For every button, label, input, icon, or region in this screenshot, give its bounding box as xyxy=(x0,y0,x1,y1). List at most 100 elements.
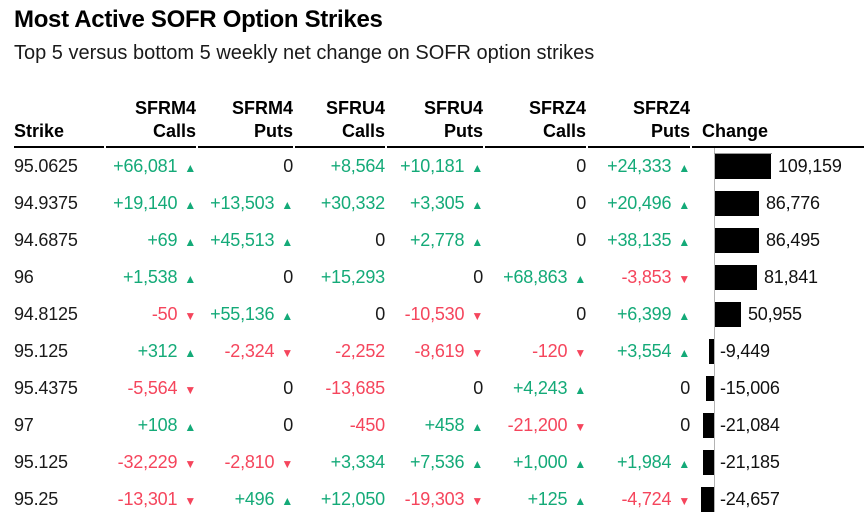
change-bar xyxy=(714,191,759,216)
change-label: -21,084 xyxy=(720,415,780,435)
value-text: +20,496 xyxy=(607,193,672,213)
value-cell-sfru4-calls: +15,293 xyxy=(295,259,385,298)
up-arrow-icon: ▲ xyxy=(574,457,586,471)
value-text: 0 xyxy=(576,193,586,213)
col-header-label: Puts xyxy=(443,121,483,141)
table-row: 94.8125 -50 ▼ +55,136 ▲ 0 -10,530 ▼ 0 +6,399 ▲ 50,9… xyxy=(0,296,864,333)
value-text: 0 xyxy=(375,230,385,250)
col-header-contract: SFRM4 xyxy=(134,98,196,118)
col-header-contract: SFRM4 xyxy=(231,98,293,118)
value-text: +45,513 xyxy=(210,230,275,250)
col-header-change: Change xyxy=(692,92,864,148)
value-text: -450 xyxy=(349,415,385,435)
value-text: +4,243 xyxy=(512,378,568,398)
up-arrow-icon: ▲ xyxy=(184,420,196,434)
value-text: -5,564 xyxy=(127,378,178,398)
value-text: +3,334 xyxy=(330,452,386,472)
down-arrow-icon: ▼ xyxy=(184,457,196,471)
up-arrow-icon: ▲ xyxy=(471,198,483,212)
value-text: +10,181 xyxy=(400,156,465,176)
value-text: -50 xyxy=(151,304,178,324)
strikes-table: Strike SFRM4 Calls SFRM4 Puts SFRU4 Calls SFRU4… xyxy=(0,92,864,516)
value-text: -8,619 xyxy=(414,341,465,361)
value-cell-sfru4-calls: 0 xyxy=(295,222,385,261)
down-arrow-icon: ▼ xyxy=(471,346,483,360)
col-header-label: Puts xyxy=(650,121,690,141)
value-text: -2,324 xyxy=(224,341,275,361)
value-text: +1,984 xyxy=(616,452,672,472)
change-cell: -21,185 xyxy=(692,444,864,483)
value-cell-sfrz4-calls: 0 xyxy=(485,296,586,335)
value-text: +30,332 xyxy=(320,193,385,213)
change-bar xyxy=(703,413,714,438)
value-cell-sfrz4-puts: -4,724 ▼ xyxy=(588,481,690,516)
value-text: +19,140 xyxy=(113,193,178,213)
table-body: 95.0625 +66,081 ▲ 0 +8,564 +10,181 ▲ 0 +24,333 ▲ 1… xyxy=(0,148,864,516)
change-cell: -9,449 xyxy=(692,333,864,372)
value-text: +6,399 xyxy=(616,304,672,324)
up-arrow-icon: ▲ xyxy=(678,161,690,175)
value-text: +458 xyxy=(424,415,465,435)
up-arrow-icon: ▲ xyxy=(281,198,293,212)
change-cell: -15,006 xyxy=(692,370,864,409)
value-cell-sfrz4-calls: +125 ▲ xyxy=(485,481,587,516)
table-row: 94.6875 +69 ▲ +45,513 ▲ 0 +2,778 ▲ 0 +38,135 ▲ 86,4… xyxy=(0,222,864,259)
change-label: 86,495 xyxy=(766,230,820,250)
value-text: +69 xyxy=(147,230,178,250)
change-cell: -21,084 xyxy=(692,407,864,446)
table-row: 95.125 -32,229 ▼ -2,810 ▼ +3,334 +7,536 ▲ +1,000… xyxy=(0,444,864,481)
up-arrow-icon: ▲ xyxy=(184,346,196,360)
change-bar xyxy=(714,154,771,179)
value-cell-sfru4-calls: -450 xyxy=(295,407,385,446)
value-text: -2,252 xyxy=(335,341,385,361)
down-arrow-icon: ▼ xyxy=(281,346,293,360)
table-row: 95.4375 -5,564 ▼ 0 -13,685 0 +4,243 ▲ 0 -15,006 xyxy=(0,370,864,407)
value-text: 0 xyxy=(576,230,586,250)
value-text: -10,530 xyxy=(404,304,465,324)
value-cell-sfrm4-puts: 0 xyxy=(198,148,293,187)
value-text: 0 xyxy=(680,415,690,435)
col-header-sfrz4-puts: SFRZ4 Puts xyxy=(588,92,690,148)
value-text: 0 xyxy=(283,156,293,176)
change-cell: 50,955 xyxy=(692,296,864,335)
table-row: 95.0625 +66,081 ▲ 0 +8,564 +10,181 ▲ 0 +24,333 ▲ 1… xyxy=(0,148,864,185)
value-text: -32,229 xyxy=(117,452,178,472)
change-label: -9,449 xyxy=(720,341,770,361)
value-cell-sfrz4-puts: 0 xyxy=(588,370,690,409)
value-cell-sfru4-puts: 0 xyxy=(387,370,483,409)
value-cell-sfru4-puts: +458 ▲ xyxy=(387,407,484,446)
value-text: +2,778 xyxy=(409,230,465,250)
strike-cell: 97 xyxy=(14,415,34,435)
up-arrow-icon: ▲ xyxy=(471,420,483,434)
change-label: -15,006 xyxy=(720,378,780,398)
value-text: +7,536 xyxy=(409,452,465,472)
value-text: +68,863 xyxy=(503,267,568,287)
value-text: -21,200 xyxy=(507,415,568,435)
value-text: +1,538 xyxy=(122,267,178,287)
up-arrow-icon: ▲ xyxy=(574,494,586,508)
down-arrow-icon: ▼ xyxy=(471,494,483,508)
value-cell-sfrz4-calls: -120 ▼ xyxy=(485,333,586,372)
value-text: +108 xyxy=(137,415,178,435)
value-cell-sfru4-calls: -13,685 xyxy=(295,370,385,409)
value-cell-sfru4-calls: +8,564 xyxy=(295,148,386,187)
col-header-sfru4-puts: SFRU4 Puts xyxy=(387,92,483,148)
value-text: 0 xyxy=(375,304,385,324)
value-text: +3,554 xyxy=(616,341,672,361)
change-label: 50,955 xyxy=(748,304,802,324)
down-arrow-icon: ▼ xyxy=(574,420,586,434)
change-axis-line xyxy=(714,148,715,512)
value-cell-sfrz4-calls: +4,243 ▲ xyxy=(485,370,586,409)
col-header-contract: SFRU4 xyxy=(325,98,385,118)
value-cell-sfrm4-puts: +496 ▲ xyxy=(198,481,294,516)
strike-cell: 95.125 xyxy=(14,452,68,472)
value-cell-sfrm4-calls: +1,538 ▲ xyxy=(106,259,196,298)
col-header-label: Strike xyxy=(14,121,65,141)
value-cell-sfrm4-calls: -5,564 ▼ xyxy=(106,370,196,409)
value-cell-sfrm4-puts: -2,324 ▼ xyxy=(198,333,293,372)
value-cell-sfrz4-calls: -21,200 ▼ xyxy=(485,407,587,446)
change-label: 86,776 xyxy=(766,193,820,213)
value-cell-sfrm4-puts: 0 xyxy=(198,407,293,446)
strike-cell: 94.6875 xyxy=(14,230,78,250)
